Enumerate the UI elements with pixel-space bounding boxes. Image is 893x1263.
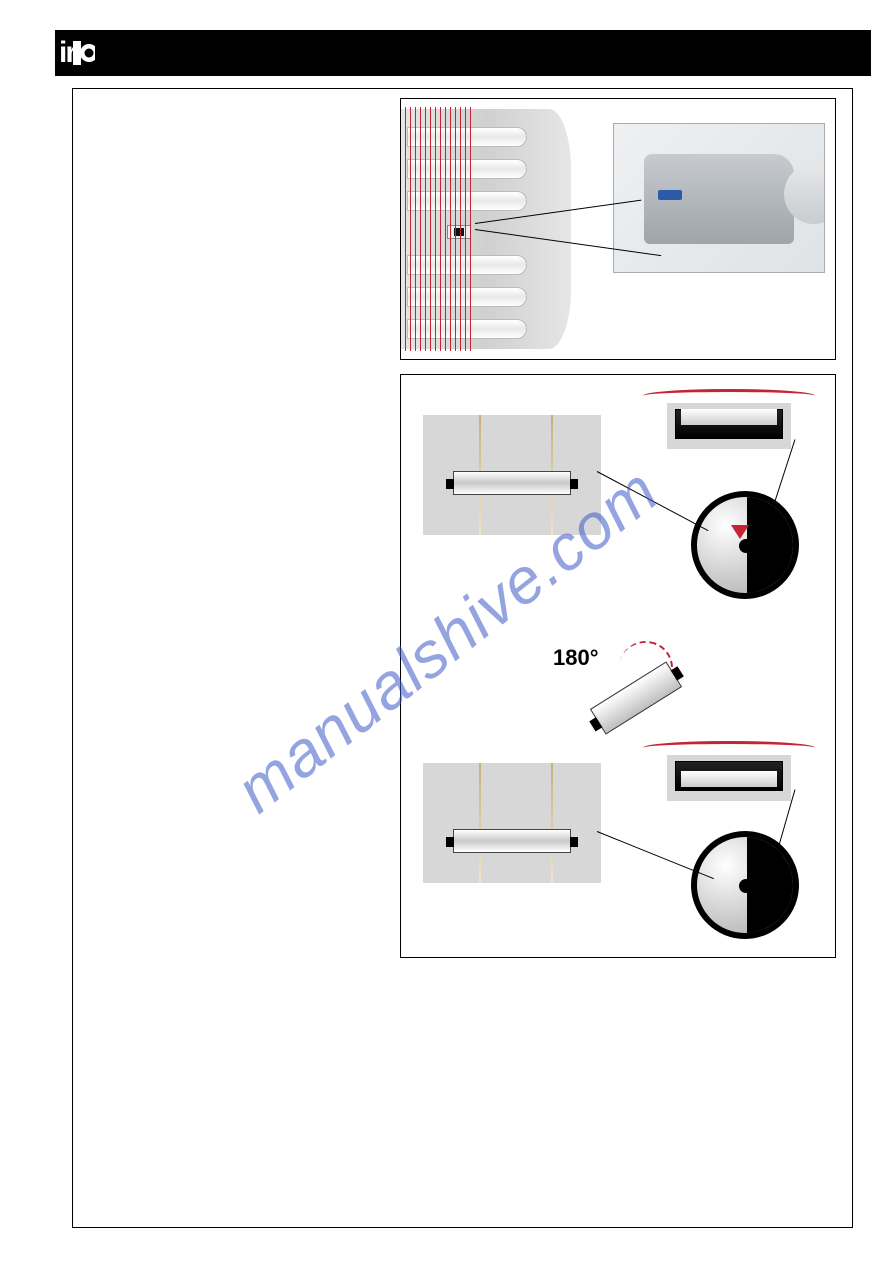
figure-yarn-sensor-overview (400, 98, 836, 360)
housing-topview (423, 763, 601, 883)
spool-slot (407, 319, 527, 339)
zoom-detail (691, 831, 799, 939)
spool-slot (407, 127, 527, 147)
spool-slot (407, 159, 527, 179)
rotation-indicator: 180° (547, 645, 687, 745)
zoom-notch-icon (739, 879, 753, 893)
leader-line (597, 831, 714, 879)
spool-slot (407, 191, 527, 211)
logo-mark-icon (73, 39, 95, 67)
spool-body (401, 109, 571, 349)
leader-line (597, 471, 709, 531)
spool-slot (407, 287, 527, 307)
logo-text: ir (55, 36, 75, 70)
cs-magnet (681, 771, 777, 787)
zoom-notch-icon (739, 539, 753, 553)
zoom-dark-half (747, 837, 793, 933)
yarn-path-icon (643, 741, 815, 749)
housing-topview (423, 415, 601, 535)
rotation-label: 180° (553, 645, 599, 671)
magnet-bar (453, 829, 571, 853)
indicator-triangle-icon (731, 525, 749, 539)
cross-section (649, 741, 809, 819)
brand-logo: ir (55, 30, 115, 76)
cross-section (649, 389, 809, 467)
product-photo (613, 123, 825, 273)
figure-magnet-rotation: 180° (400, 374, 836, 958)
feeder-brand-label-icon (658, 190, 682, 200)
manual-page: ir (0, 0, 893, 1263)
magnet-bar (453, 471, 571, 495)
header-bar (55, 30, 871, 76)
cs-magnet (681, 409, 777, 425)
spool-slot (407, 255, 527, 275)
sensor-window-icon (447, 225, 471, 239)
zoom-detail (691, 491, 799, 599)
yarn-path-icon (643, 389, 815, 397)
